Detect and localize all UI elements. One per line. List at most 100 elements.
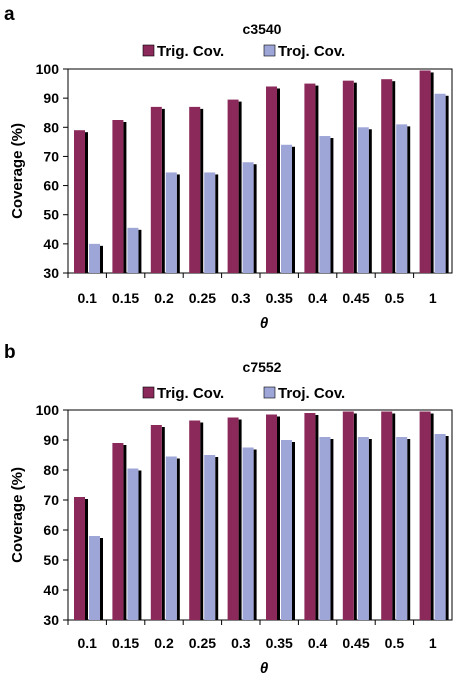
bar-troj-shadow bbox=[368, 439, 372, 620]
bar-troj-shadow bbox=[407, 126, 411, 273]
bar-troj bbox=[281, 440, 292, 620]
bar-trig-shadow bbox=[200, 422, 204, 620]
bar-trig-shadow bbox=[392, 413, 396, 620]
bar-troj-shadow bbox=[445, 95, 449, 274]
bar-troj bbox=[165, 456, 177, 620]
bar-trig-shadow bbox=[238, 101, 242, 273]
x-tick-label: 0.5 bbox=[385, 290, 405, 306]
bar-troj bbox=[204, 172, 216, 273]
chart-title: c7552 bbox=[243, 359, 282, 375]
bar-troj-shadow bbox=[292, 442, 295, 620]
bar-troj bbox=[396, 437, 408, 620]
x-axis-label: θ bbox=[260, 660, 269, 675]
bar-troj-shadow bbox=[253, 449, 257, 620]
y-tick-label: 80 bbox=[43, 462, 59, 478]
bar-trig-shadow bbox=[353, 413, 357, 620]
y-tick-label: 50 bbox=[43, 207, 59, 223]
x-tick-label: 0.3 bbox=[231, 635, 251, 651]
bar-trig bbox=[342, 80, 354, 274]
bar-trig bbox=[112, 120, 124, 273]
y-tick-label: 60 bbox=[43, 178, 59, 194]
bar-trig bbox=[342, 411, 354, 620]
bar-troj-shadow bbox=[138, 470, 142, 620]
bar-troj-shadow bbox=[330, 138, 334, 273]
y-tick-label: 60 bbox=[43, 522, 59, 538]
legend-label: Troj. Cov. bbox=[278, 385, 345, 402]
bar-troj bbox=[89, 243, 100, 273]
y-axis-label: Coverage (%) bbox=[9, 467, 26, 563]
bar-trig-shadow bbox=[123, 122, 127, 273]
bar-trig bbox=[304, 413, 316, 620]
bar-trig-shadow bbox=[85, 499, 88, 620]
x-tick-label: 0.2 bbox=[154, 635, 174, 651]
bar-troj bbox=[434, 434, 446, 620]
bar-trig-shadow bbox=[123, 445, 127, 620]
bar-troj bbox=[357, 437, 369, 620]
x-tick-label: 0.35 bbox=[266, 290, 293, 306]
bar-troj-shadow bbox=[330, 439, 334, 620]
bar-trig bbox=[381, 79, 393, 273]
y-tick-label: 70 bbox=[43, 492, 59, 508]
chart-title: c3540 bbox=[243, 21, 282, 37]
bar-trig bbox=[189, 420, 201, 620]
x-tick-label: 0.45 bbox=[342, 635, 369, 651]
x-tick-label: 0.15 bbox=[112, 635, 139, 651]
panel-label: b bbox=[4, 342, 16, 363]
x-tick-label: 1 bbox=[429, 290, 437, 306]
bar-trig bbox=[189, 106, 201, 273]
bar-troj-shadow bbox=[253, 164, 257, 273]
bar-troj bbox=[357, 127, 369, 274]
x-tick-label: 0.5 bbox=[385, 635, 405, 651]
y-tick-label: 100 bbox=[36, 61, 60, 77]
bar-troj bbox=[89, 536, 100, 620]
x-tick-label: 0.1 bbox=[77, 290, 97, 306]
y-tick-label: 70 bbox=[43, 148, 59, 164]
bar-troj bbox=[127, 227, 139, 273]
bar-trig bbox=[419, 411, 431, 620]
x-tick-label: 1 bbox=[429, 635, 437, 651]
bar-troj bbox=[127, 468, 139, 620]
legend-swatch bbox=[142, 386, 155, 399]
y-axis-label: Coverage (%) bbox=[9, 123, 26, 219]
y-tick-label: 90 bbox=[43, 432, 59, 448]
x-tick-label: 0.25 bbox=[189, 635, 216, 651]
bar-trig bbox=[419, 70, 431, 273]
y-tick-label: 40 bbox=[43, 236, 59, 252]
legend-swatch bbox=[263, 44, 276, 57]
bar-trig-shadow bbox=[161, 108, 165, 273]
bar-troj-shadow bbox=[215, 174, 219, 273]
bar-troj-shadow bbox=[100, 245, 103, 273]
x-tick-label: 0.4 bbox=[308, 290, 328, 306]
x-tick-label: 0.45 bbox=[342, 290, 369, 306]
bar-troj bbox=[434, 93, 446, 274]
legend-label: Troj. Cov. bbox=[278, 43, 345, 60]
x-axis-label: θ bbox=[260, 315, 269, 332]
bar-trig-shadow bbox=[161, 427, 165, 620]
bar-trig-shadow bbox=[277, 416, 280, 620]
bar-troj-shadow bbox=[100, 538, 103, 620]
bar-troj-shadow bbox=[176, 174, 180, 273]
legend-label: Trig. Cov. bbox=[157, 43, 224, 60]
bar-troj-shadow bbox=[407, 439, 411, 620]
x-tick-label: 0.25 bbox=[189, 290, 216, 306]
bar-trig-shadow bbox=[430, 72, 434, 273]
panel-label: a bbox=[4, 4, 15, 25]
bar-trig bbox=[74, 497, 85, 620]
x-tick-label: 0.15 bbox=[112, 290, 139, 306]
y-tick-label: 80 bbox=[43, 119, 59, 135]
x-tick-label: 0.4 bbox=[308, 635, 328, 651]
bar-troj bbox=[165, 172, 177, 273]
bar-troj-shadow bbox=[445, 436, 449, 620]
bar-trig bbox=[74, 130, 85, 273]
x-tick-label: 0.3 bbox=[231, 290, 251, 306]
bar-trig-shadow bbox=[315, 85, 319, 273]
bar-troj-shadow bbox=[215, 457, 219, 620]
legend-label: Trig. Cov. bbox=[157, 385, 224, 402]
legend-swatch bbox=[263, 386, 276, 399]
bar-troj bbox=[242, 162, 254, 273]
x-tick-label: 0.35 bbox=[266, 635, 293, 651]
bar-troj bbox=[281, 144, 292, 273]
y-tick-label: 50 bbox=[43, 552, 59, 568]
bar-trig-shadow bbox=[238, 419, 242, 620]
